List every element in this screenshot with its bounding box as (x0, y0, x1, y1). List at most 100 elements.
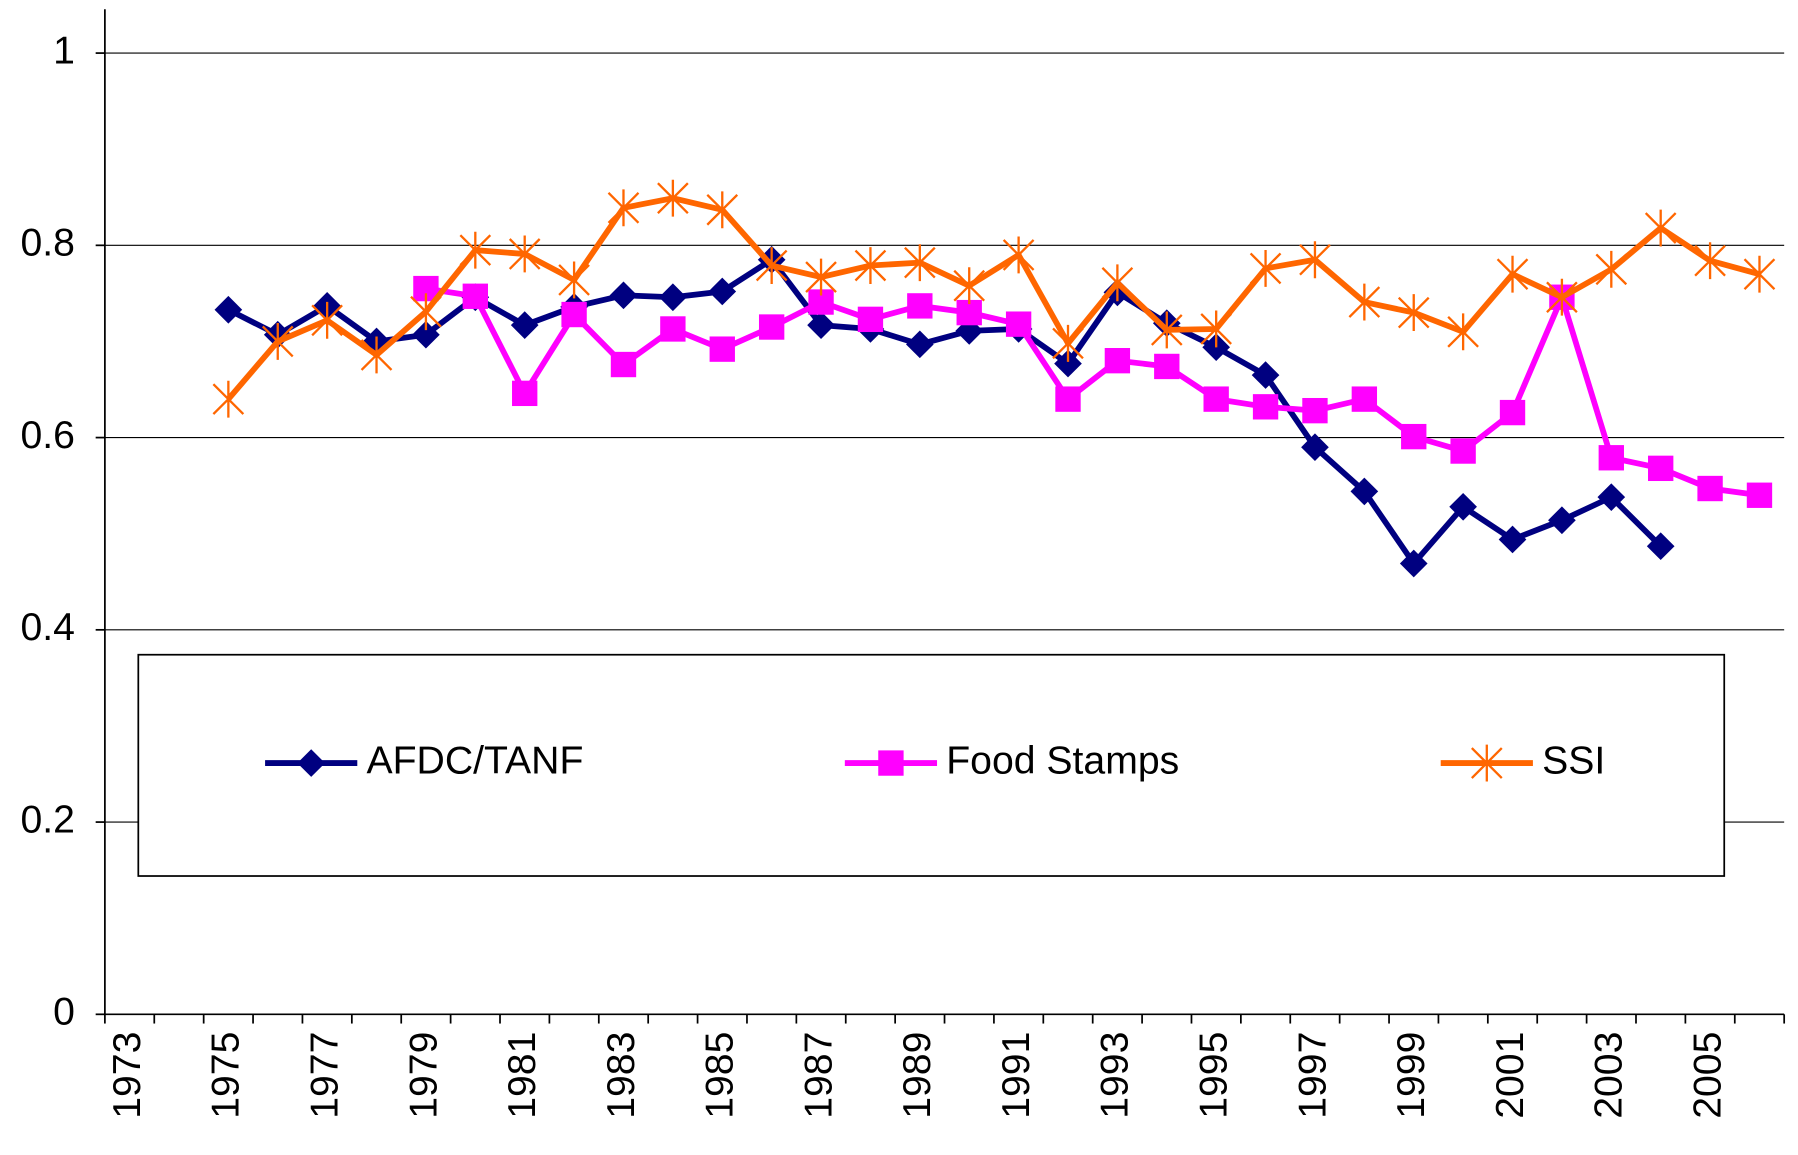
point (1052, 324, 1084, 362)
point (1450, 438, 1476, 464)
point (1401, 423, 1427, 450)
x-tick-label: 2001 (1489, 1032, 1532, 1119)
legend-label: Food Stamps (946, 739, 1179, 782)
point (1154, 353, 1180, 380)
legend-marker (1471, 744, 1503, 782)
point (508, 235, 541, 273)
x-tick-label: 1999 (1390, 1032, 1433, 1119)
x-tick-label: 1985 (699, 1032, 742, 1119)
point (1548, 506, 1576, 535)
point (360, 336, 393, 374)
point (1397, 294, 1430, 332)
x-tick-label: 1991 (995, 1032, 1038, 1119)
point (1054, 349, 1082, 378)
point (1697, 475, 1723, 502)
point (459, 231, 492, 269)
point (1251, 361, 1280, 389)
point (657, 179, 689, 217)
point (857, 306, 884, 333)
point (1743, 255, 1776, 293)
series (212, 179, 1776, 418)
point (708, 277, 737, 306)
x-tick-label: 1981 (501, 1032, 544, 1119)
point (1249, 249, 1282, 287)
x-tick-label: 1995 (1193, 1032, 1236, 1119)
point (1203, 386, 1229, 412)
x-tick-label: 1975 (205, 1032, 248, 1119)
y-tick-label: 1 (53, 29, 75, 72)
x-tick-label: 2005 (1686, 1032, 1729, 1119)
point (854, 247, 887, 284)
point (1598, 445, 1624, 471)
point (709, 336, 735, 362)
legend: AFDC/TANF Food Stamps SSI (137, 653, 1726, 877)
point (1055, 386, 1081, 412)
point (1350, 477, 1379, 506)
y-tick-label: 0.2 (20, 798, 74, 841)
x-tick-label: 1989 (896, 1032, 939, 1119)
y-tick-label: 0.4 (20, 606, 74, 649)
point (1595, 250, 1628, 288)
point (1351, 386, 1378, 412)
point (1646, 532, 1675, 561)
x-tick-label: 1997 (1291, 1032, 1334, 1119)
x-tick-label: 1973 (106, 1032, 149, 1119)
point (1101, 264, 1134, 302)
y-tick-label: 0 (53, 991, 75, 1034)
x-tick-label: 1977 (303, 1032, 346, 1119)
point (214, 295, 243, 324)
point (1546, 278, 1578, 316)
point (755, 247, 788, 284)
x-tick-label: 1987 (797, 1032, 840, 1119)
legend-label: SSI (1542, 739, 1605, 782)
y-tick-label: 0.6 (20, 414, 74, 457)
point (659, 283, 687, 312)
legend-label: AFDC/TANF (367, 739, 584, 782)
point (956, 299, 982, 326)
y-tick-label: 0.8 (20, 222, 74, 265)
x-tick-label: 1993 (1094, 1032, 1137, 1119)
point (261, 323, 294, 360)
x-tick-label: 2003 (1588, 1032, 1631, 1119)
point (462, 283, 488, 309)
point (412, 320, 440, 349)
point (1644, 209, 1677, 247)
point (1299, 241, 1331, 279)
series-line (425, 285, 1760, 499)
point (1498, 525, 1527, 554)
point (607, 189, 640, 227)
point (1150, 311, 1183, 349)
point (561, 301, 587, 328)
point (906, 330, 934, 359)
legend-marker (878, 750, 904, 776)
legend-marker (297, 749, 326, 777)
point (1496, 255, 1529, 293)
point (609, 281, 638, 310)
series-line (227, 256, 1663, 567)
point (807, 311, 835, 339)
point (907, 293, 933, 319)
point (1746, 482, 1773, 508)
x-tick-label: 1983 (600, 1032, 643, 1119)
point (1449, 492, 1477, 521)
point (410, 293, 442, 331)
x-tick-label: 1979 (402, 1032, 445, 1119)
point (706, 191, 739, 229)
point (1648, 455, 1674, 482)
point (1002, 236, 1035, 274)
point (1597, 483, 1626, 512)
point (311, 301, 343, 339)
point (558, 261, 590, 299)
point (1399, 549, 1428, 578)
point (1252, 394, 1279, 420)
point (1200, 310, 1232, 348)
point (1302, 397, 1328, 424)
point (1499, 399, 1526, 426)
point (1694, 242, 1726, 280)
point (1348, 283, 1381, 321)
point (660, 316, 686, 342)
point (512, 380, 538, 407)
point (1447, 313, 1479, 351)
point (758, 314, 785, 340)
